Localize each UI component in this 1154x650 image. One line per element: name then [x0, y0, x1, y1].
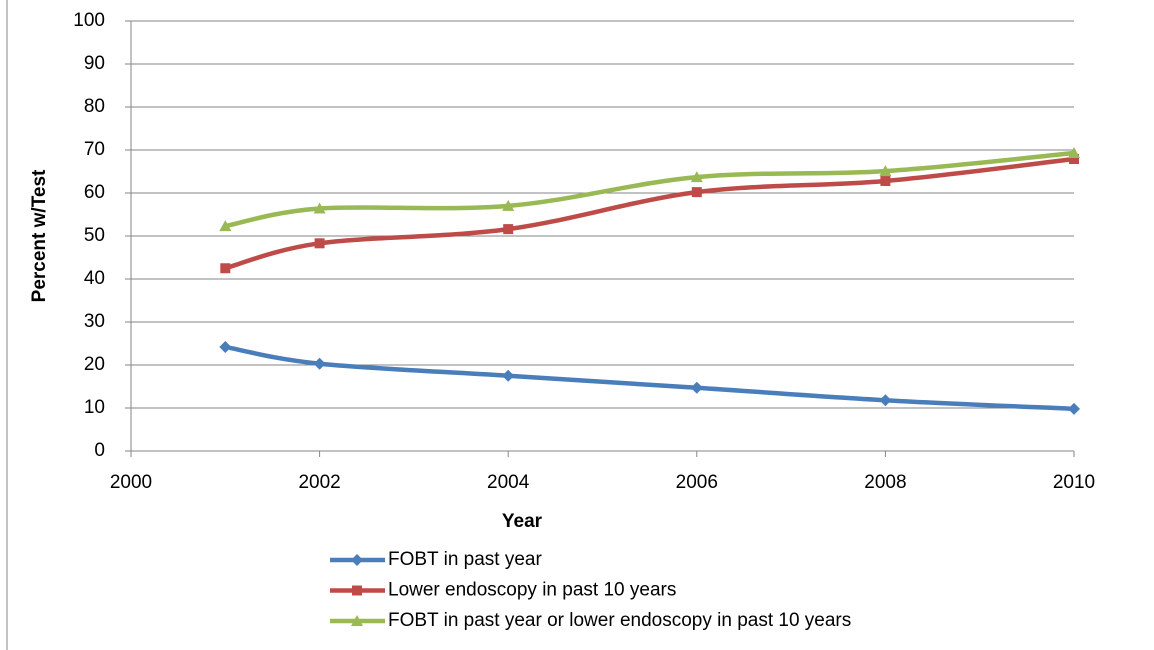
y-tick-label: 90 — [84, 53, 105, 74]
x-tick-label: 2006 — [676, 472, 718, 493]
marker — [879, 165, 892, 177]
y-tick-label: 50 — [84, 225, 105, 246]
marker — [879, 394, 892, 407]
marker — [1068, 402, 1080, 415]
marker — [220, 263, 231, 274]
y-tick-label: 40 — [84, 268, 105, 289]
legend-label: Lower endoscopy in past 10 years — [388, 580, 676, 601]
x-tick-label: 2002 — [298, 472, 340, 493]
marker — [690, 381, 703, 394]
marker — [1069, 154, 1079, 165]
marker — [314, 238, 325, 249]
marker — [352, 585, 362, 596]
x-tick-label: 2000 — [110, 472, 152, 493]
marker — [1068, 147, 1080, 159]
series-line — [224, 344, 1075, 412]
y-tick-label: 10 — [84, 397, 105, 418]
marker — [503, 224, 514, 235]
x-tick-label: 2010 — [1053, 472, 1095, 493]
legend-label: FOBT in past year or lower endoscopy in … — [388, 610, 851, 631]
marker — [351, 615, 363, 626]
y-tick-label: 0 — [94, 440, 105, 461]
marker — [690, 171, 703, 183]
y-tick-label: 30 — [84, 311, 105, 332]
y-tick-label: 20 — [84, 354, 105, 375]
series-line — [224, 150, 1075, 229]
marker — [219, 340, 232, 353]
y-tick-label: 70 — [84, 139, 105, 160]
x-tick-label: 2004 — [487, 472, 530, 493]
x-axis-label: Year — [502, 511, 543, 532]
marker — [502, 199, 515, 211]
marker — [880, 175, 891, 186]
marker — [691, 187, 702, 198]
marker — [502, 369, 515, 382]
marker — [313, 357, 326, 370]
marker — [219, 220, 232, 232]
x-tick-label: 2008 — [864, 472, 906, 493]
y-tick-label: 100 — [73, 10, 105, 31]
y-tick-label: 60 — [84, 182, 105, 203]
series-line — [224, 156, 1075, 271]
marker — [313, 202, 326, 214]
legend-label: FOBT in past year — [388, 549, 542, 570]
y-axis-label: Percent w/Test — [29, 169, 50, 302]
marker — [351, 554, 363, 566]
y-tick-label: 80 — [84, 96, 105, 117]
